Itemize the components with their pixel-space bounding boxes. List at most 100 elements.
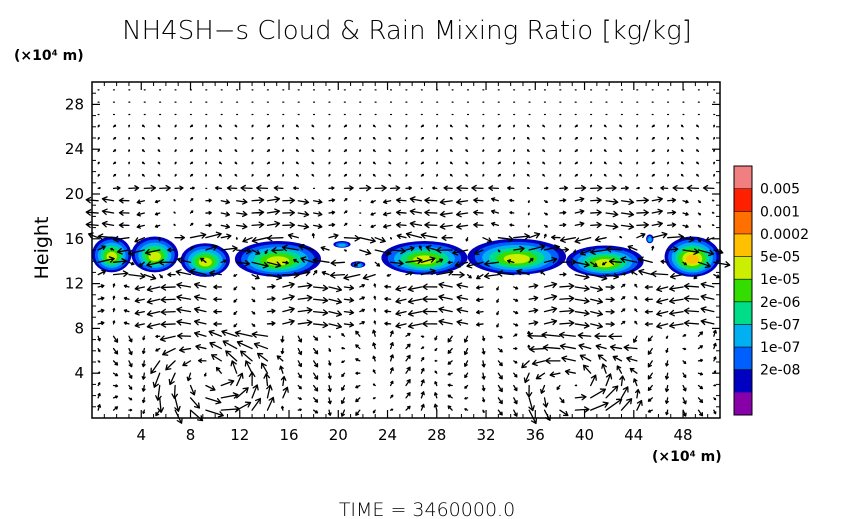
wind-arrow — [464, 372, 469, 379]
wind-arrow — [664, 372, 669, 380]
wind-arrow — [146, 310, 161, 317]
wind-arrow — [112, 161, 117, 165]
wind-arrow — [128, 360, 133, 368]
wind-arrow — [697, 358, 704, 363]
wind-arrow — [343, 297, 355, 303]
wind-arrow — [481, 372, 486, 380]
wind-arrow — [205, 161, 208, 165]
wind-arrow — [251, 323, 256, 327]
wind-arrow — [697, 261, 711, 269]
wind-arrow — [447, 335, 453, 343]
wind-arrow — [713, 161, 716, 165]
colorbar-label: 2e-08 — [760, 363, 800, 379]
wind-arrow — [420, 335, 425, 338]
wind-arrow — [174, 185, 184, 191]
wind-arrow — [490, 221, 500, 227]
wind-arrow — [266, 261, 282, 268]
wind-arrow — [141, 397, 146, 404]
wind-arrow — [152, 372, 161, 388]
wind-arrow — [667, 233, 684, 241]
wind-arrow — [473, 197, 484, 204]
wind-arrow — [297, 282, 313, 290]
wind-arrow — [651, 208, 663, 215]
wind-arrow — [143, 273, 157, 281]
wind-arrow — [112, 295, 116, 300]
wind-arrow — [608, 258, 623, 265]
wind-arrow — [620, 308, 626, 313]
wind-arrow — [574, 297, 590, 305]
wind-arrow — [590, 209, 602, 216]
wind-arrow — [128, 372, 133, 379]
wind-arrow — [559, 397, 565, 404]
wind-arrow — [651, 196, 663, 203]
wind-arrow — [236, 372, 244, 387]
wind-arrow — [154, 199, 161, 204]
wind-arrow — [597, 354, 607, 362]
wind-arrow — [343, 210, 348, 214]
wind-arrow — [680, 124, 684, 128]
wind-arrow — [260, 362, 269, 374]
wind-arrow — [543, 318, 558, 326]
wind-arrow — [422, 320, 438, 328]
wind-arrow — [636, 221, 649, 229]
wind-arrow — [359, 124, 362, 128]
wind-arrow — [251, 236, 269, 244]
wind-arrow — [456, 184, 469, 192]
wind-arrow — [531, 359, 546, 367]
wind-arrow — [490, 197, 500, 202]
wind-arrow — [266, 196, 281, 203]
wind-arrow — [141, 384, 146, 392]
wind-arrow — [590, 197, 602, 204]
wind-arrow — [424, 209, 438, 217]
wind-arrow — [594, 235, 607, 243]
wind-arrow — [155, 384, 162, 401]
wind-arrow — [456, 282, 469, 289]
wind-arrow — [359, 308, 365, 313]
wind-arrow — [582, 364, 592, 374]
wind-arrow — [165, 360, 176, 371]
wind-arrow — [236, 340, 253, 350]
wind-arrow — [134, 309, 145, 316]
wind-arrow — [97, 124, 100, 128]
y-axis-label: Height — [31, 217, 53, 280]
wind-arrow — [134, 285, 145, 291]
wind-arrow — [513, 384, 518, 392]
wind-arrow — [526, 187, 530, 190]
wind-arrow — [683, 295, 700, 302]
wind-arrow — [705, 236, 715, 242]
wind-arrow — [127, 249, 145, 257]
wind-arrow — [343, 149, 348, 153]
wind-arrow — [374, 184, 387, 192]
wind-arrow — [513, 161, 516, 165]
wind-arrow — [590, 401, 609, 411]
wind-arrow — [297, 347, 303, 356]
wind-arrow — [590, 161, 593, 165]
wind-arrow — [295, 173, 299, 177]
wind-arrow — [112, 136, 117, 140]
wind-arrow — [656, 297, 669, 305]
wind-arrow — [647, 397, 653, 402]
wind-arrow — [682, 261, 687, 266]
colorbar-frame — [733, 165, 753, 416]
wind-arrow — [312, 211, 323, 217]
wind-arrow — [266, 384, 273, 399]
wind-arrow — [312, 397, 319, 403]
wind-arrow — [343, 173, 348, 177]
wind-arrow — [464, 408, 469, 411]
wind-arrow — [713, 356, 717, 362]
wind-arrow — [422, 283, 438, 291]
wind-arrow — [436, 136, 439, 140]
wind-arrow — [541, 331, 561, 339]
wind-arrow — [513, 173, 516, 177]
wind-arrow — [328, 186, 335, 190]
wind-arrow — [328, 322, 343, 330]
wind-arrow — [174, 149, 177, 153]
wind-arrow — [497, 270, 515, 277]
wind-arrow — [271, 247, 284, 254]
wind-arrow — [128, 124, 131, 128]
wind-arrow — [167, 247, 176, 253]
wind-arrow — [312, 223, 323, 229]
wind-arrow — [220, 392, 239, 399]
wind-arrow — [619, 173, 623, 177]
wind-arrow — [340, 409, 346, 417]
